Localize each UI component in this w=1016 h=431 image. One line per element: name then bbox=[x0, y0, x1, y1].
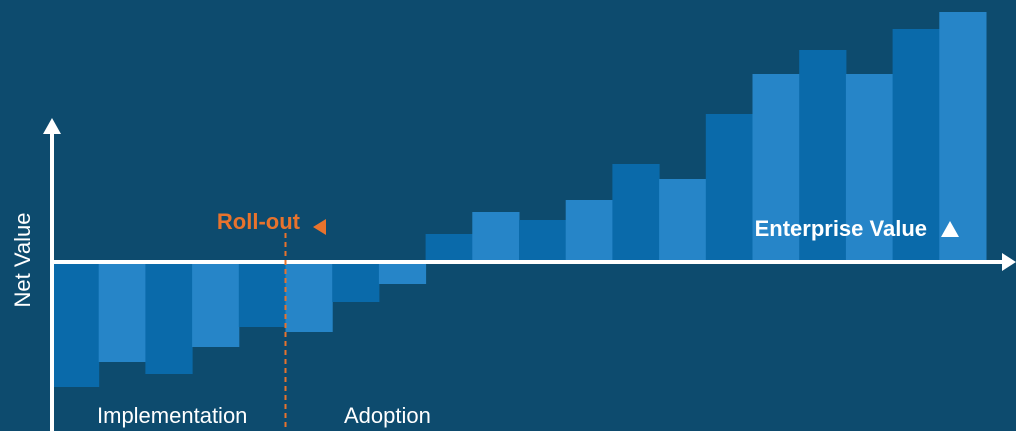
bar bbox=[519, 220, 567, 262]
bar bbox=[425, 234, 473, 262]
bar bbox=[52, 262, 100, 387]
bar bbox=[799, 50, 847, 262]
phase-implementation-label: Implementation bbox=[97, 403, 247, 428]
bar bbox=[285, 262, 333, 332]
bar bbox=[845, 74, 894, 262]
y-axis-label: Net Value bbox=[10, 213, 35, 308]
bars-group bbox=[52, 12, 987, 387]
bar bbox=[612, 164, 660, 262]
bar bbox=[705, 114, 753, 262]
bar bbox=[332, 262, 380, 302]
bar bbox=[565, 200, 613, 262]
bar bbox=[752, 74, 800, 262]
bar bbox=[659, 179, 707, 262]
rollout-label: Roll-out bbox=[217, 209, 301, 234]
bar bbox=[145, 262, 193, 374]
bar bbox=[472, 212, 520, 262]
bar bbox=[378, 262, 427, 284]
bar bbox=[192, 262, 240, 347]
triangle-left-icon bbox=[313, 219, 326, 235]
bar bbox=[939, 12, 987, 262]
phase-adoption-label: Adoption bbox=[344, 403, 431, 428]
triangle-up-icon bbox=[941, 221, 959, 237]
bar bbox=[238, 262, 286, 327]
x-axis-arrow-icon bbox=[1002, 253, 1016, 271]
bar bbox=[892, 29, 940, 262]
y-axis-arrow-icon bbox=[43, 118, 61, 134]
enterprise-value-label: Enterprise Value bbox=[755, 216, 927, 241]
bar bbox=[98, 262, 146, 362]
